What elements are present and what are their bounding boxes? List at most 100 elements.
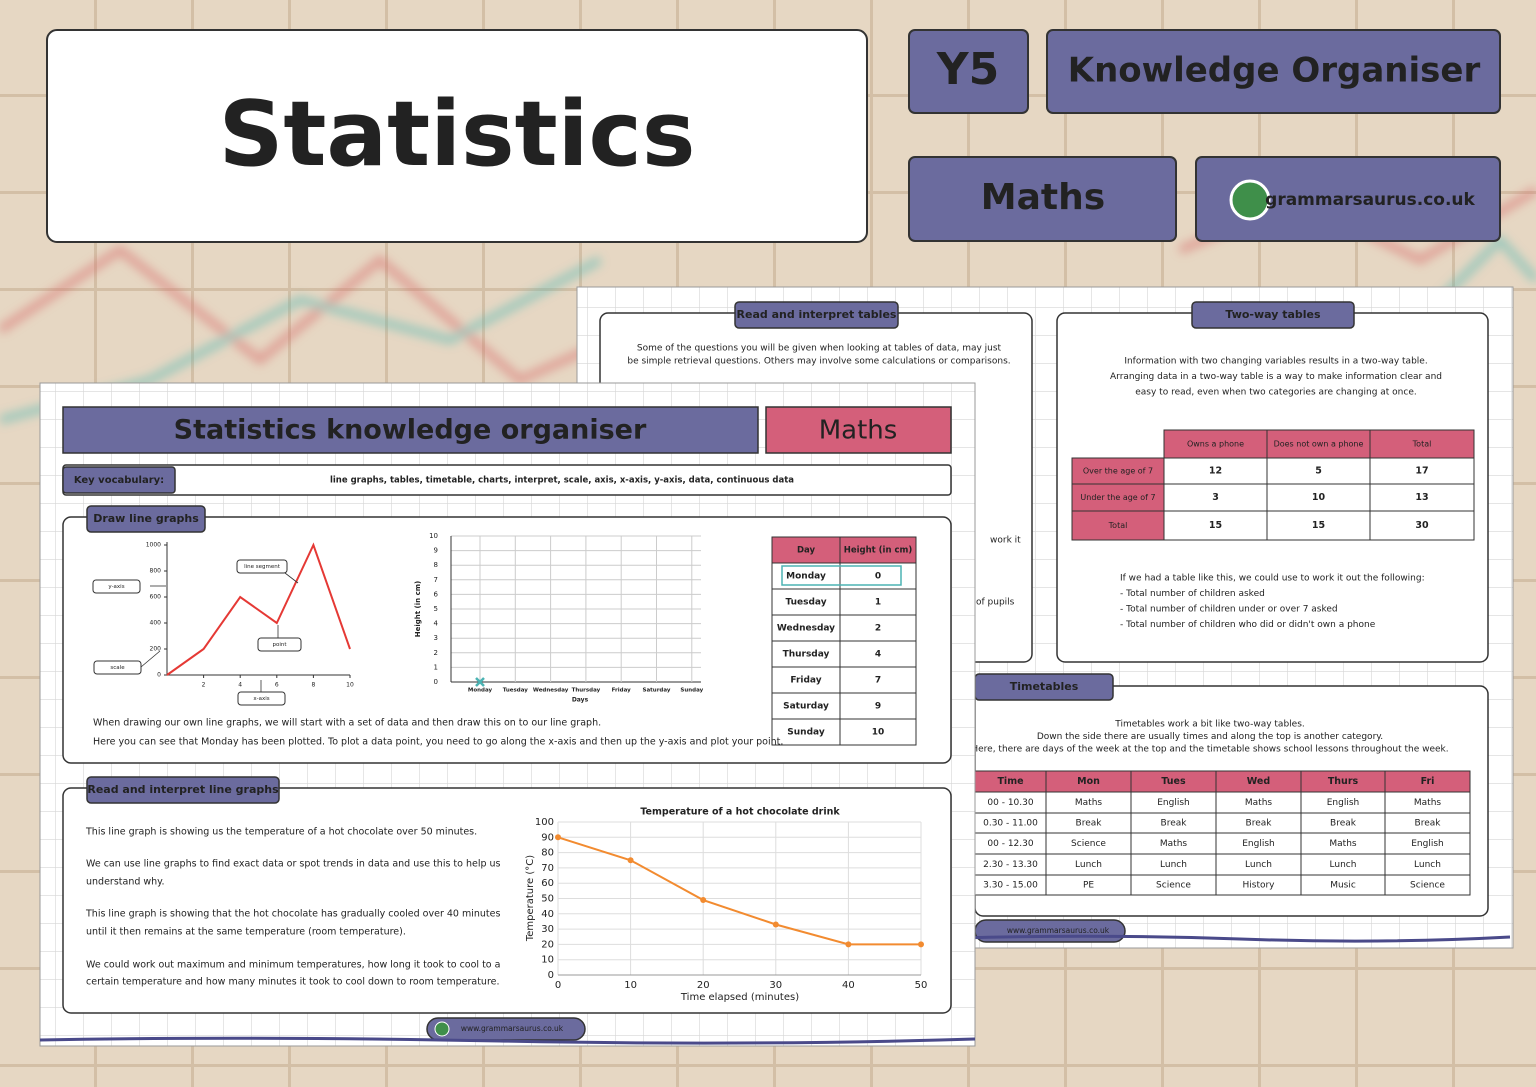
y-tick-label: 1 (434, 663, 438, 671)
table-value: 7 (875, 676, 881, 686)
table-row-header-cell (1071, 457, 1165, 485)
page-title: Statistics knowledge organiser (174, 415, 647, 446)
page-edge-line (39, 1036, 976, 1045)
table-value: Maths (1414, 798, 1442, 808)
paragraph-line: Some of the questions you will be given … (637, 344, 1002, 354)
table-cell (1384, 874, 1471, 896)
table-value: Maths (1245, 798, 1273, 808)
table-header: Time (997, 776, 1023, 787)
y-tick-label: 600 (150, 594, 162, 601)
x-tick-label: 2 (202, 682, 206, 689)
paragraph-line: easy to read, even when two categories a… (1135, 388, 1416, 398)
table-value: English (1327, 798, 1360, 808)
paragraph-line: be simple retrieval questions. Others ma… (627, 357, 1010, 367)
y-tick-label: 5 (434, 605, 438, 613)
table-cell (1266, 483, 1371, 512)
brand-badge (1195, 156, 1501, 242)
text-fragment: work it (990, 536, 1021, 546)
table-value: Monday (786, 572, 826, 582)
axis-title: Height (in cm) (414, 581, 422, 637)
annotation: x-axis (253, 696, 269, 702)
table-cell (1369, 510, 1475, 541)
product-badge (1046, 29, 1501, 114)
axis-title: Temperature (°C) (525, 855, 536, 942)
chart-title: Temperature of a hot chocolate drink (640, 807, 840, 818)
table-value: Break (1246, 819, 1273, 829)
table-header: Fri (1421, 776, 1435, 787)
table-header: Owns a phone (1187, 440, 1244, 449)
label-box (257, 637, 302, 652)
paragraph-line: - Total number of children asked (1120, 589, 1265, 599)
y-tick-label: 4 (434, 620, 439, 628)
y-tick-label: 90 (541, 832, 554, 843)
x-tick-label: 4 (238, 682, 242, 689)
section-heading: Read and interpret tables (737, 308, 897, 321)
paragraph-line: Here, there are days of the week at the … (971, 745, 1448, 755)
table-value: 00 - 10.30 (987, 798, 1033, 808)
y-tick-label: 60 (541, 878, 554, 889)
subject: Maths (981, 177, 1105, 218)
table-cell (771, 718, 841, 746)
annotation: y-axis (108, 584, 124, 590)
y-tick-label: 30 (541, 924, 554, 935)
y-tick-label: 6 (434, 590, 439, 598)
vocab-label: Key vocabulary: (74, 475, 164, 486)
table-value: Thursday (783, 650, 830, 660)
title-card (46, 29, 868, 243)
main-title: Statistics (219, 82, 696, 187)
x-tick-label: 30 (769, 980, 782, 991)
x-tick-label: 6 (275, 682, 279, 689)
table-value: Lunch (1330, 860, 1357, 870)
table-value: Music (1330, 881, 1356, 891)
footer-logo (434, 1021, 450, 1037)
y-tick-label: 80 (541, 848, 554, 859)
table-value: Sunday (787, 728, 825, 738)
paragraph-line: This line graph is showing that the hot … (85, 909, 501, 920)
section-heading: Timetables (1010, 680, 1079, 693)
data-point (627, 857, 634, 864)
table-value: Maths (1329, 839, 1357, 849)
section-heading: Read and interpret line graphs (87, 783, 279, 796)
table-value: 1 (875, 598, 881, 608)
table-header: Day (797, 546, 816, 556)
footer-url: www.grammarsaurus.co.uk (1007, 926, 1110, 935)
x-tick-label: Saturday (643, 688, 671, 694)
y-tick-label: 50 (541, 894, 554, 905)
table-value: 9 (875, 702, 881, 712)
table-header-cell (1163, 429, 1268, 459)
table-value: 0 (875, 572, 881, 582)
paragraph-line: until it then remains at the same temper… (86, 927, 406, 938)
table-cell (1163, 510, 1268, 541)
table-value: 2.30 - 13.30 (983, 860, 1038, 870)
table-header: Height (in cm) (844, 546, 913, 556)
table-cell (839, 640, 917, 668)
x-tick-label: Sunday (680, 688, 703, 694)
table-value: Break (1161, 819, 1188, 829)
x-tick-label: Wednesday (533, 688, 569, 694)
table-value: 5 (1315, 466, 1322, 477)
y-tick-label: 8 (434, 561, 438, 569)
vocab: line graphs, tables, timetable, charts, … (330, 476, 794, 486)
x-tick-label: Thursday (572, 688, 601, 694)
x-tick-label: 50 (915, 980, 928, 991)
y-tick-label: 100 (535, 817, 554, 828)
paragraph-line: When drawing our own line graphs, we wil… (93, 718, 601, 729)
label-box (236, 559, 288, 574)
brand: grammarsaurus.co.uk (1265, 190, 1475, 210)
table-header: Tues (1161, 776, 1186, 787)
y-tick-label: 10 (541, 955, 554, 966)
y-tick-label: 0 (434, 678, 438, 686)
table-cell (839, 692, 917, 720)
section-tab (86, 776, 280, 804)
table-value: 17 (1415, 466, 1428, 477)
table-value: 15 (1312, 520, 1325, 531)
data-point (918, 941, 924, 948)
table-value: Maths (1160, 839, 1188, 849)
x-tick-label: Tuesday (503, 688, 529, 694)
paragraph-line: If we had a table like this, we could us… (1120, 574, 1425, 584)
section-tab (86, 505, 206, 533)
x-tick-label: Friday (612, 688, 631, 694)
table-header: Does not own a phone (1274, 440, 1364, 449)
